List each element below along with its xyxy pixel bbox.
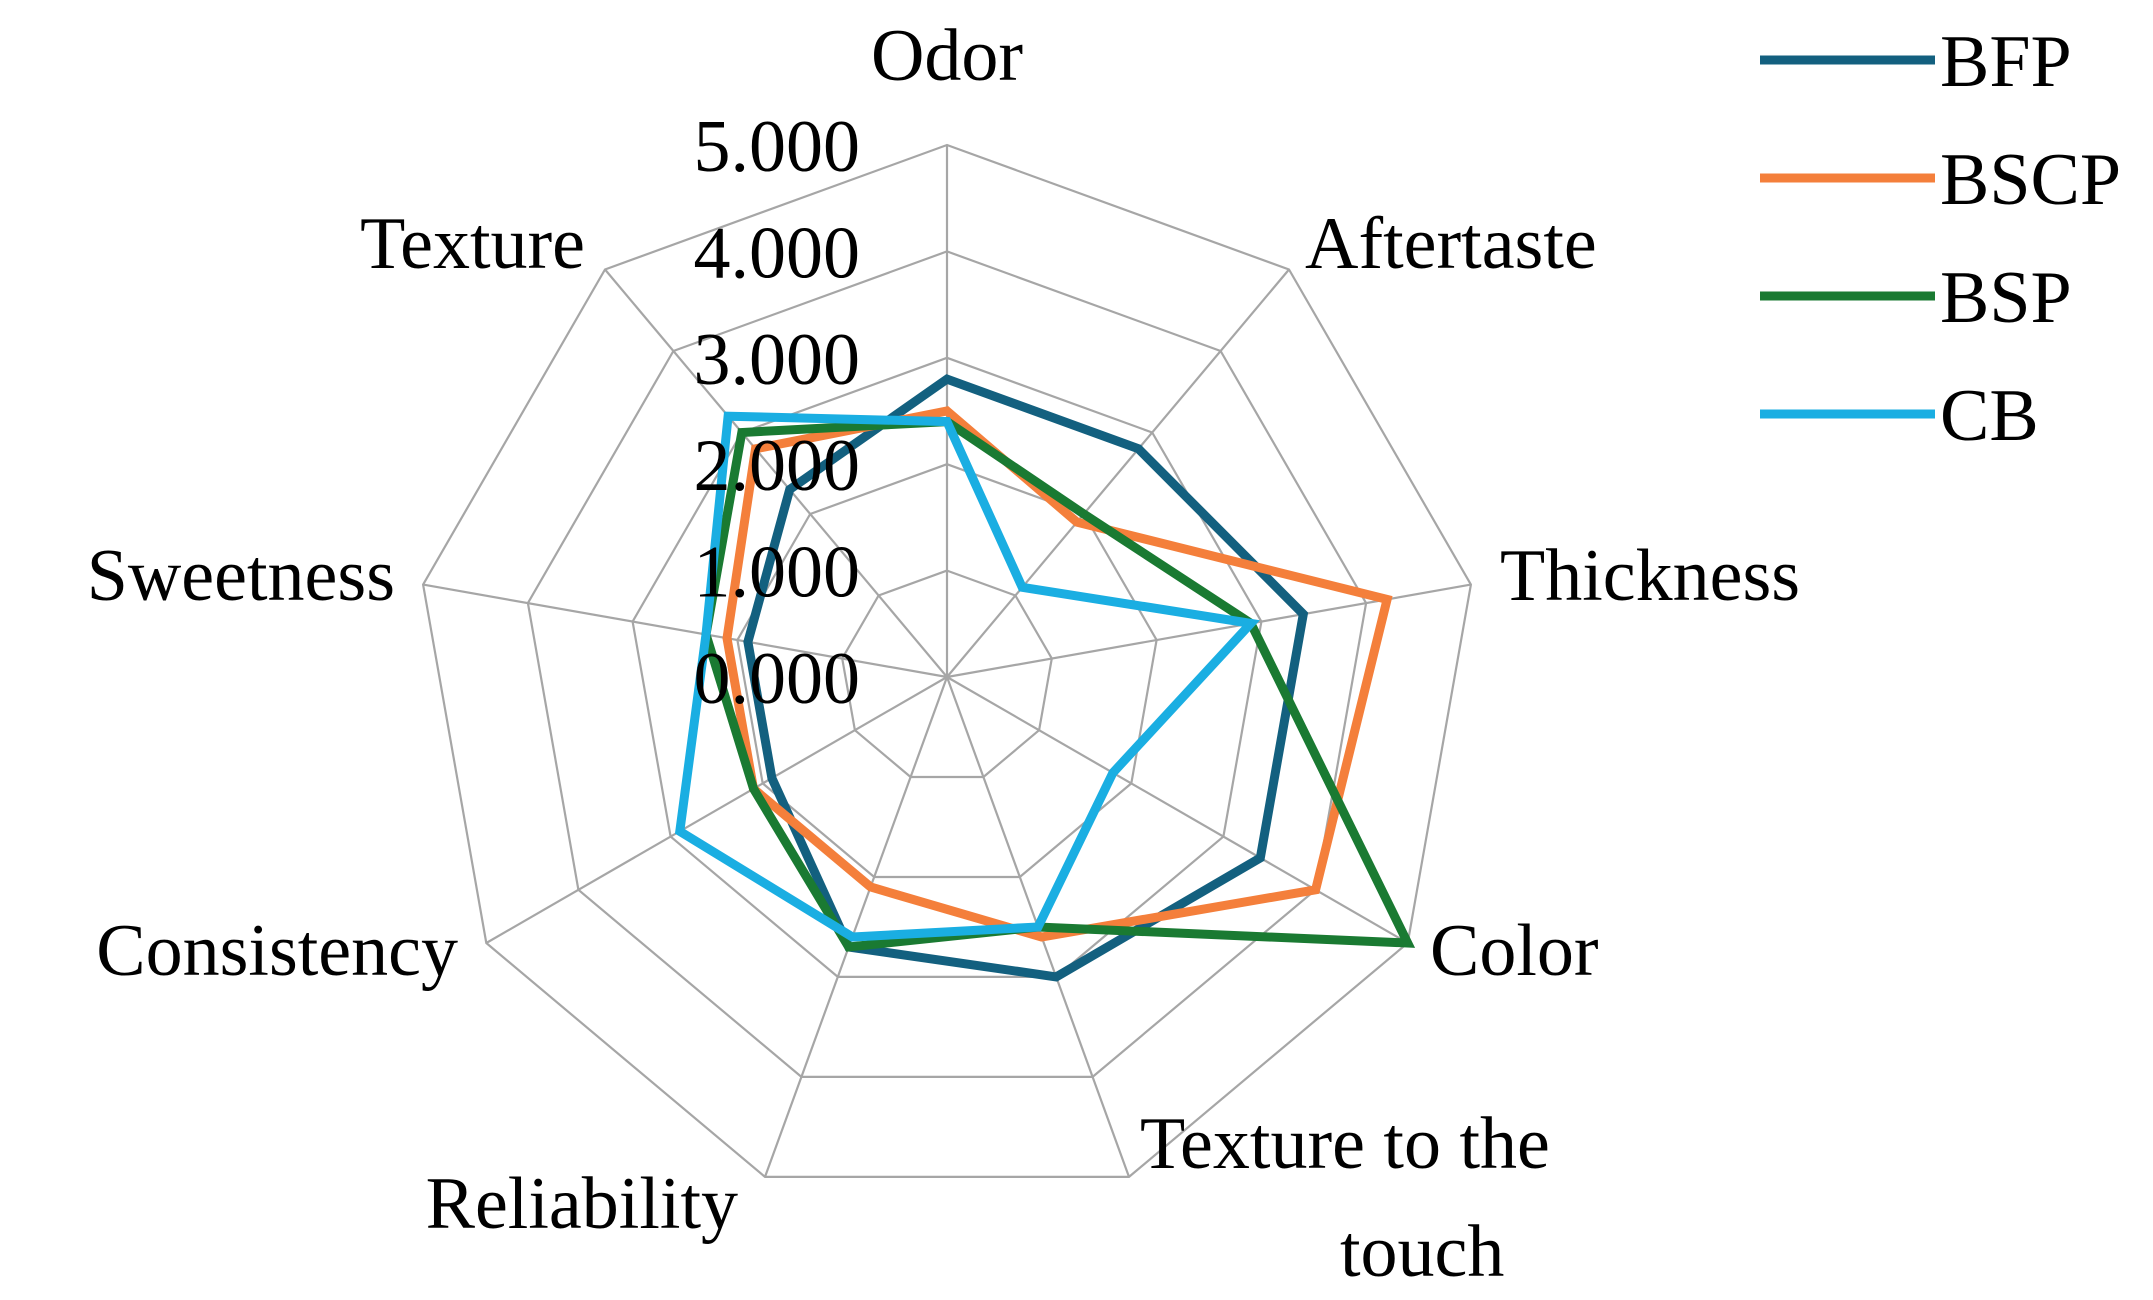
- legend-label: BFP: [1940, 21, 2072, 103]
- legend-label: BSCP: [1940, 139, 2121, 221]
- grid-ring-2: [736, 463, 1158, 879]
- tick-label: 2.000: [694, 425, 861, 507]
- axis-label: Aftertaste: [1305, 203, 1597, 285]
- legend: BFP BSCP BSP CB: [1760, 21, 2121, 457]
- grid-ring-1: [841, 569, 1053, 779]
- series-bfp: [743, 374, 1309, 982]
- legend-item-bsp: BSP: [1760, 257, 2072, 339]
- grid-ring-4: [526, 250, 1368, 1079]
- axis-label: Reliability: [426, 1163, 738, 1245]
- series-bsp: [701, 417, 1416, 952]
- axis-label: Thickness: [1500, 535, 1800, 617]
- spoke-8: [604, 268, 948, 678]
- axis-label: Texture to the touch: [1140, 1103, 1550, 1293]
- radial-tick-labels: 0.000 1.000 2.000 3.000 4.000 5.000: [694, 106, 861, 720]
- legend-item-cb: CB: [1760, 375, 2039, 457]
- spoke-6: [485, 676, 948, 944]
- radar-series: [674, 374, 1416, 982]
- legend-label: CB: [1940, 375, 2039, 457]
- spoke-5: [763, 676, 949, 1178]
- spoke-1: [946, 268, 1290, 678]
- spoke-7: [422, 583, 948, 679]
- tick-label: 3.000: [694, 319, 861, 401]
- axis-label: Texture: [360, 203, 585, 285]
- axis-label: Sweetness: [87, 535, 395, 617]
- tick-label: 0.000: [694, 638, 861, 720]
- series-cb: [674, 411, 1260, 942]
- axis-label: Color: [1430, 910, 1599, 992]
- tick-label: 1.000: [694, 532, 861, 614]
- grid-ring-3: [631, 356, 1263, 979]
- axis-labels: Odor Aftertaste Thickness Color Texture to t…: [87, 15, 1800, 1293]
- axis-label: Odor: [871, 15, 1023, 97]
- legend-label: BSP: [1940, 257, 2072, 339]
- tick-label: 4.000: [694, 212, 861, 294]
- radar-grid: [421, 143, 1473, 1179]
- axis-label: Consistency: [96, 910, 458, 992]
- legend-item-bscp: BSCP: [1760, 139, 2121, 221]
- spoke-3: [946, 676, 1409, 944]
- grid-ring-5: [421, 143, 1473, 1179]
- tick-label: 5.000: [694, 106, 861, 188]
- series-bscp: [722, 406, 1393, 942]
- legend-item-bfp: BFP: [1760, 21, 2072, 103]
